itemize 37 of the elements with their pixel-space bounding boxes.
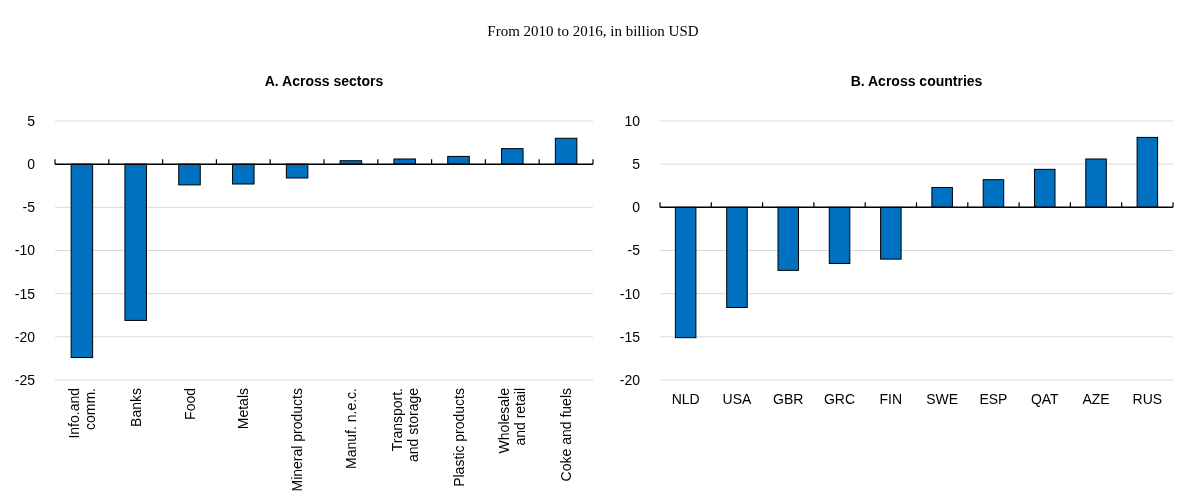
x-tick-label: USA bbox=[722, 391, 752, 407]
chart-title: A. Across sectors bbox=[264, 73, 384, 89]
x-tick-label: Food bbox=[181, 388, 198, 420]
y-tick-label: -20 bbox=[14, 328, 36, 345]
y-tick-label: -5 bbox=[22, 199, 36, 216]
y-tick-label: 0 bbox=[27, 156, 36, 173]
x-tick-label: Metals bbox=[235, 388, 252, 430]
x-tick-label: Manuf. n.e.c. bbox=[342, 388, 359, 469]
x-tick-label: AZE bbox=[1082, 391, 1110, 407]
y-tick-label: -10 bbox=[14, 242, 36, 259]
x-tick-label: GRC bbox=[823, 391, 856, 407]
x-tick-label: Info.and comm. bbox=[65, 388, 98, 439]
y-tick-label: 10 bbox=[624, 112, 641, 129]
x-tick-label: SWE bbox=[926, 391, 959, 407]
y-tick-label: -5 bbox=[627, 242, 641, 259]
chart-title: B. Across countries bbox=[850, 73, 983, 89]
x-tick-label: ESP bbox=[979, 391, 1008, 407]
x-tick-label: NLD bbox=[671, 391, 700, 407]
y-tick-label: 0 bbox=[632, 199, 641, 216]
x-tick-label: FIN bbox=[879, 391, 903, 407]
x-tick-label: GBR bbox=[773, 391, 804, 407]
y-tick-label: -25 bbox=[14, 371, 36, 388]
x-tick-label: QAT bbox=[1030, 391, 1060, 407]
y-tick-label: -15 bbox=[14, 285, 36, 302]
x-tick-label: Mineral products bbox=[289, 388, 306, 492]
text: From 2010 to 2016, in billion USD bbox=[487, 23, 699, 39]
y-tick-label: -15 bbox=[619, 328, 641, 345]
x-tick-label: Banks bbox=[127, 388, 144, 427]
x-tick-label: Transport. and storage bbox=[388, 387, 421, 462]
x-tick-label: Plastic products bbox=[450, 388, 467, 487]
y-tick-label: 5 bbox=[632, 156, 641, 173]
x-tick-label: RUS bbox=[1132, 391, 1163, 407]
y-tick-label: -10 bbox=[619, 285, 641, 302]
y-tick-label: -20 bbox=[619, 371, 641, 388]
x-tick-label: Wholesale and retail bbox=[496, 387, 529, 454]
y-tick-label: 5 bbox=[27, 112, 36, 129]
x-tick-label: Coke and fuels bbox=[558, 388, 575, 482]
